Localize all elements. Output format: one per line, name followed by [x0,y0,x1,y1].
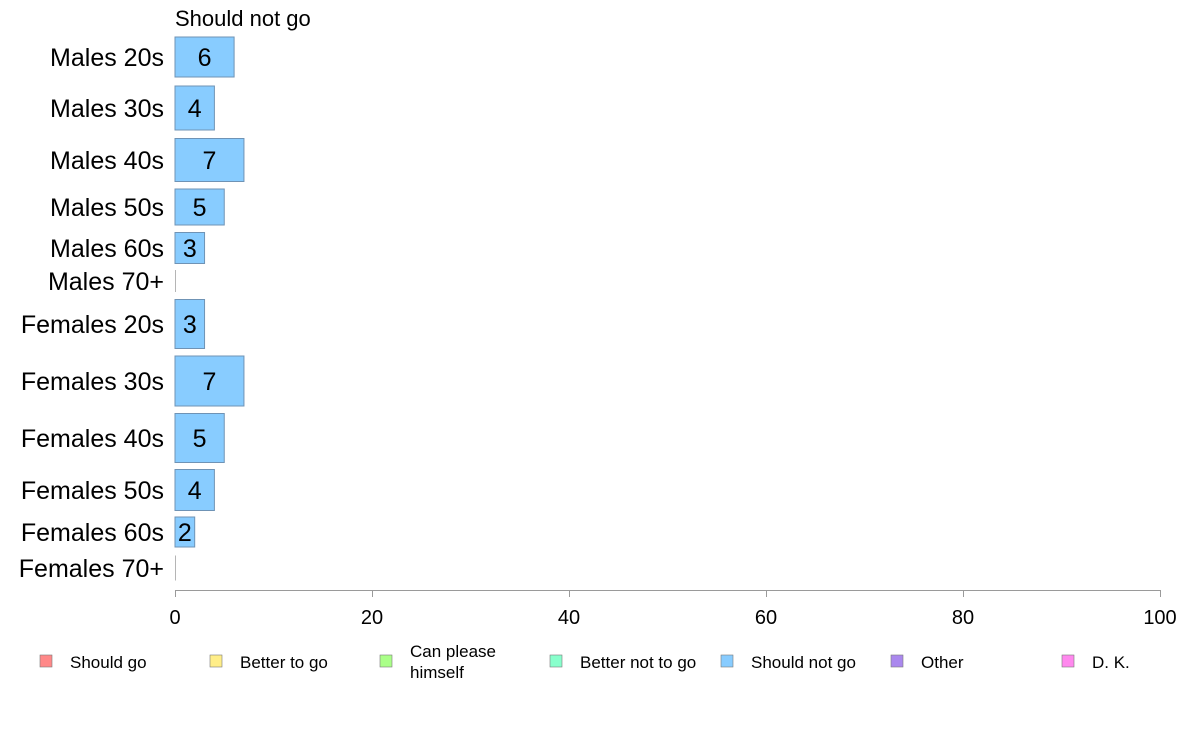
bar-value-label: 3 [183,235,197,263]
category-label: Males 30s [50,95,164,123]
category-label: Females 30s [21,368,164,396]
category-label: Males 40s [50,147,164,175]
bar [174,355,245,407]
category-label: Males 60s [50,235,164,263]
x-tick-label: 100 [1143,607,1176,629]
bar-value-label: 7 [203,147,217,175]
x-tick-label: 60 [755,607,777,629]
bar-value-label: 2 [178,519,192,547]
bar [174,85,215,131]
bar-value-label: 3 [183,311,197,339]
x-tick-label: 80 [952,607,974,629]
bar [174,516,196,548]
bar [174,232,206,264]
bar-value-label: 5 [193,425,207,453]
x-tick-label: 40 [558,607,580,629]
category-label: Females 50s [21,477,164,505]
legend-label: Should go [70,653,147,672]
legend-swatch [39,654,53,668]
legend-label: Better not to go [580,653,696,672]
bar [174,138,245,182]
bar-value-label: 7 [203,368,217,396]
x-tick-label: 0 [169,607,180,629]
legend-label: Other [921,653,964,672]
bar [174,469,215,511]
x-tick-label: 20 [361,607,383,629]
bar-value-label: 4 [188,95,202,123]
bar-value-label: 5 [193,194,207,222]
bar [174,36,235,78]
legend-label: Better to go [240,653,328,672]
legend-label: Can please himself [410,642,496,682]
category-label: Females 40s [21,425,164,453]
category-label: Females 70+ [19,555,164,583]
legend-swatch [549,654,563,668]
bar-value-label: 6 [198,44,212,72]
legend-label: D. K. [1092,653,1130,672]
bar-value-label: 4 [188,477,202,505]
legend-swatch [720,654,734,668]
category-label: Females 60s [21,519,164,547]
legend: Should go Better to go Can please himself Be… [39,642,1130,682]
category-label: Males 70+ [48,268,164,296]
category-label: Males 20s [50,44,164,72]
category-label: Females 20s [21,311,164,339]
category-label: Males 50s [50,194,164,222]
legend-swatch [890,654,904,668]
bar [174,413,225,463]
legend-swatch [209,654,223,668]
legend-label: Should not go [751,653,856,672]
bar [174,299,206,349]
x-axis: 0 20 40 60 80 100 [169,590,1177,629]
bars: Males 20s 6 Males 30s 4 Males 40s 7 Males 50s 5… [19,36,245,583]
legend-swatch [379,654,393,668]
legend-swatch [1061,654,1075,668]
panel-title: Should not go [175,6,311,31]
bar [174,188,225,226]
